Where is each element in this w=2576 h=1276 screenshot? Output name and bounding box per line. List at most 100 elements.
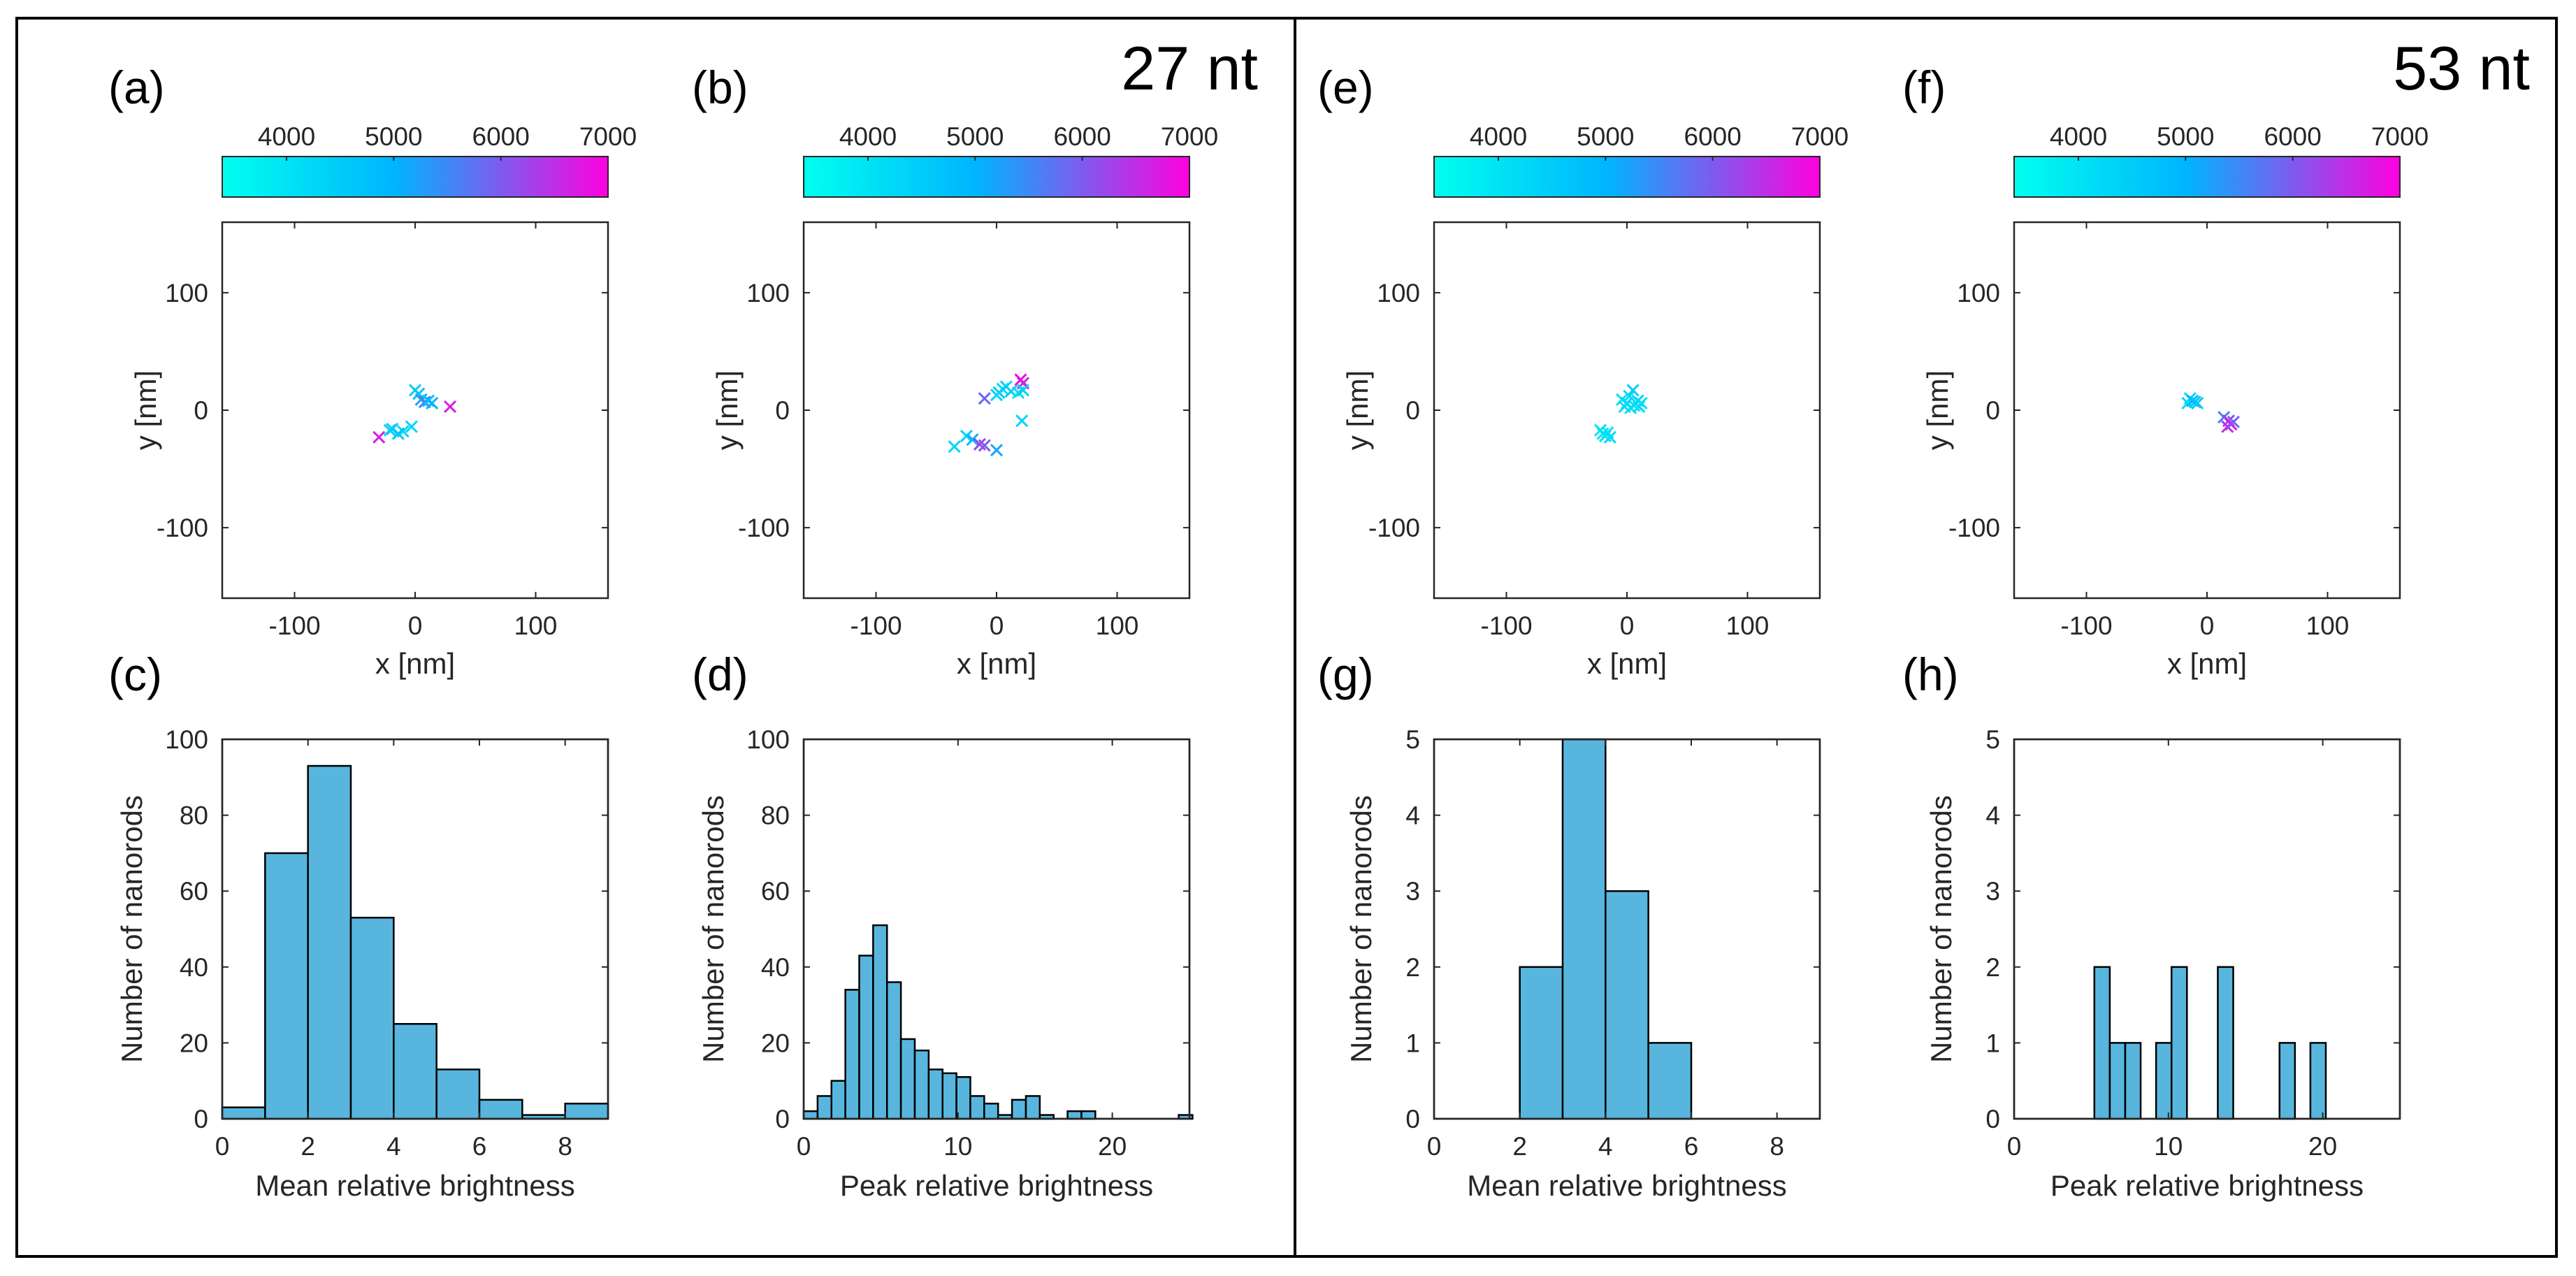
- panel-a: (a) 4000 5000 6000 7000 -100 0 100 -100 0 100 x [nm…: [108, 61, 637, 680]
- y-tick-label: 40: [180, 953, 208, 982]
- axes-frame-d: [802, 738, 1191, 1120]
- x-axis-label: x [nm]: [375, 647, 455, 680]
- y-tick-label: 80: [180, 802, 208, 830]
- y-tick-label: 3: [1985, 877, 2000, 906]
- scatter-point: [372, 430, 386, 444]
- panel-g: (g) 0 2 4 6 8 0 1 2 3 4 5 Mean relative brightness Nu…: [1317, 648, 1821, 1202]
- colorbar-tick-label: 5000: [2157, 122, 2214, 151]
- colorbar-a: [222, 156, 609, 198]
- histogram-bar: [1080, 1110, 1097, 1120]
- colorbar-tick-label: 7000: [579, 122, 637, 151]
- scatter-point: [990, 389, 1004, 402]
- panel-h: (h) 0 10 20 0 1 2 3 4 5 Peak relative brightness Nu…: [1902, 648, 2401, 1202]
- outer-frame: [15, 17, 2558, 1258]
- panel-label-f: (f): [1902, 61, 1946, 113]
- x-tick-label: 20: [2308, 1132, 2337, 1161]
- histogram-bar: [858, 955, 874, 1120]
- histogram-bar: [221, 1106, 266, 1120]
- x-tick-label: 100: [514, 611, 558, 640]
- x-tick-label: 0: [990, 611, 1004, 640]
- x-tick-label: 0: [2200, 611, 2215, 640]
- x-tick-label: 20: [1098, 1132, 1127, 1161]
- group-title-27nt: 27 nt: [1121, 34, 1258, 103]
- y-tick-label: 5: [1985, 725, 2000, 754]
- histogram-bar: [2170, 966, 2188, 1120]
- x-tick-label: 2: [301, 1132, 315, 1161]
- y-tick-label: 2: [1405, 953, 1420, 982]
- panel-label-b: (b): [692, 61, 748, 113]
- y-tick-label: -100: [157, 514, 208, 542]
- x-tick-label: 4: [386, 1132, 401, 1161]
- scatter-point: [1016, 384, 1030, 397]
- y-axis-label: Number of nanorods: [697, 795, 730, 1063]
- histogram-bar: [941, 1072, 957, 1120]
- x-tick-label: 0: [408, 611, 423, 640]
- scatter-point: [1015, 414, 1029, 428]
- y-tick-label: 100: [165, 725, 208, 754]
- panel-label-d: (d): [692, 648, 748, 700]
- histogram-bar: [816, 1095, 832, 1120]
- y-tick-label: 40: [761, 953, 790, 982]
- y-tick-label: 0: [1985, 1105, 2000, 1133]
- y-tick-label: 0: [194, 1105, 208, 1133]
- panel-label-g: (g): [1317, 648, 1374, 700]
- x-tick-label: -100: [850, 611, 902, 640]
- scatter-point: [1635, 396, 1648, 409]
- panel-b: (b) 4000 5000 6000 7000 -100 0 100 -100 0 100 x [nm…: [692, 61, 1218, 680]
- histogram-bar: [885, 981, 902, 1120]
- colorbar-tick-label: 7000: [1161, 122, 1218, 151]
- y-tick-label: -100: [1368, 514, 1420, 542]
- scatter-point: [978, 439, 991, 452]
- colorbar-tick-label: 6000: [1684, 122, 1742, 151]
- colorbar-tick-label: 4000: [1470, 122, 1527, 151]
- x-axis-label: Peak relative brightness: [2050, 1169, 2364, 1202]
- histogram-bar: [2124, 1042, 2142, 1120]
- colorbar-tick-label: 6000: [1054, 122, 1111, 151]
- y-axis-label: Number of nanorods: [1345, 795, 1377, 1063]
- histogram-bar: [1519, 966, 1564, 1120]
- colorbar-e: [1433, 156, 1821, 198]
- panel-label-a: (a): [108, 61, 165, 113]
- x-axis-label: x [nm]: [1587, 647, 1667, 680]
- histogram-bar: [435, 1068, 481, 1120]
- histogram-bar: [2108, 1042, 2127, 1120]
- x-tick-label: 10: [2154, 1132, 2183, 1161]
- x-axis-label: Mean relative brightness: [255, 1169, 575, 1202]
- x-tick-label: 8: [558, 1132, 572, 1161]
- y-tick-label: 1: [1405, 1029, 1420, 1057]
- panel-e: (e) 4000 5000 6000 7000 -100 0 100 -100 0 100 x [nm…: [1317, 61, 1848, 680]
- scatter-point: [1623, 389, 1636, 403]
- y-tick-label: 100: [1957, 279, 2000, 307]
- scatter-point: [405, 420, 418, 433]
- y-tick-label: 5: [1405, 725, 1420, 754]
- y-tick-label: 100: [1377, 279, 1420, 307]
- histogram-bar: [927, 1068, 943, 1120]
- histogram-bar: [844, 989, 860, 1120]
- x-tick-label: 100: [1726, 611, 1770, 640]
- histogram-bar: [1011, 1099, 1027, 1120]
- y-tick-label: 2: [1985, 953, 2000, 982]
- scatter-point: [2227, 415, 2241, 428]
- colorbar-tick-label: 6000: [472, 122, 530, 151]
- y-tick-label: 60: [761, 877, 790, 906]
- axes-frame-h: [2013, 738, 2401, 1120]
- x-tick-label: -100: [268, 611, 320, 640]
- y-tick-label: 0: [194, 396, 208, 425]
- x-tick-label: 8: [1770, 1132, 1784, 1161]
- y-tick-label: 20: [180, 1029, 208, 1057]
- y-tick-label: 0: [1405, 396, 1420, 425]
- colorbar-tick-label: 5000: [946, 122, 1004, 151]
- scatter-point: [978, 392, 991, 405]
- y-tick-label: 80: [761, 802, 790, 830]
- histogram-bar: [830, 1080, 846, 1120]
- colorbar-tick-label: 6000: [2264, 122, 2322, 151]
- histogram-bar: [2278, 1042, 2296, 1120]
- y-tick-label: 4: [1985, 802, 2000, 830]
- y-tick-label: 0: [1985, 396, 2000, 425]
- x-axis-label: Mean relative brightness: [1467, 1169, 1787, 1202]
- x-axis-label: x [nm]: [957, 647, 1036, 680]
- scatter-point: [966, 433, 979, 447]
- axes-frame-g: [1433, 738, 1821, 1120]
- scatter-point: [383, 423, 396, 437]
